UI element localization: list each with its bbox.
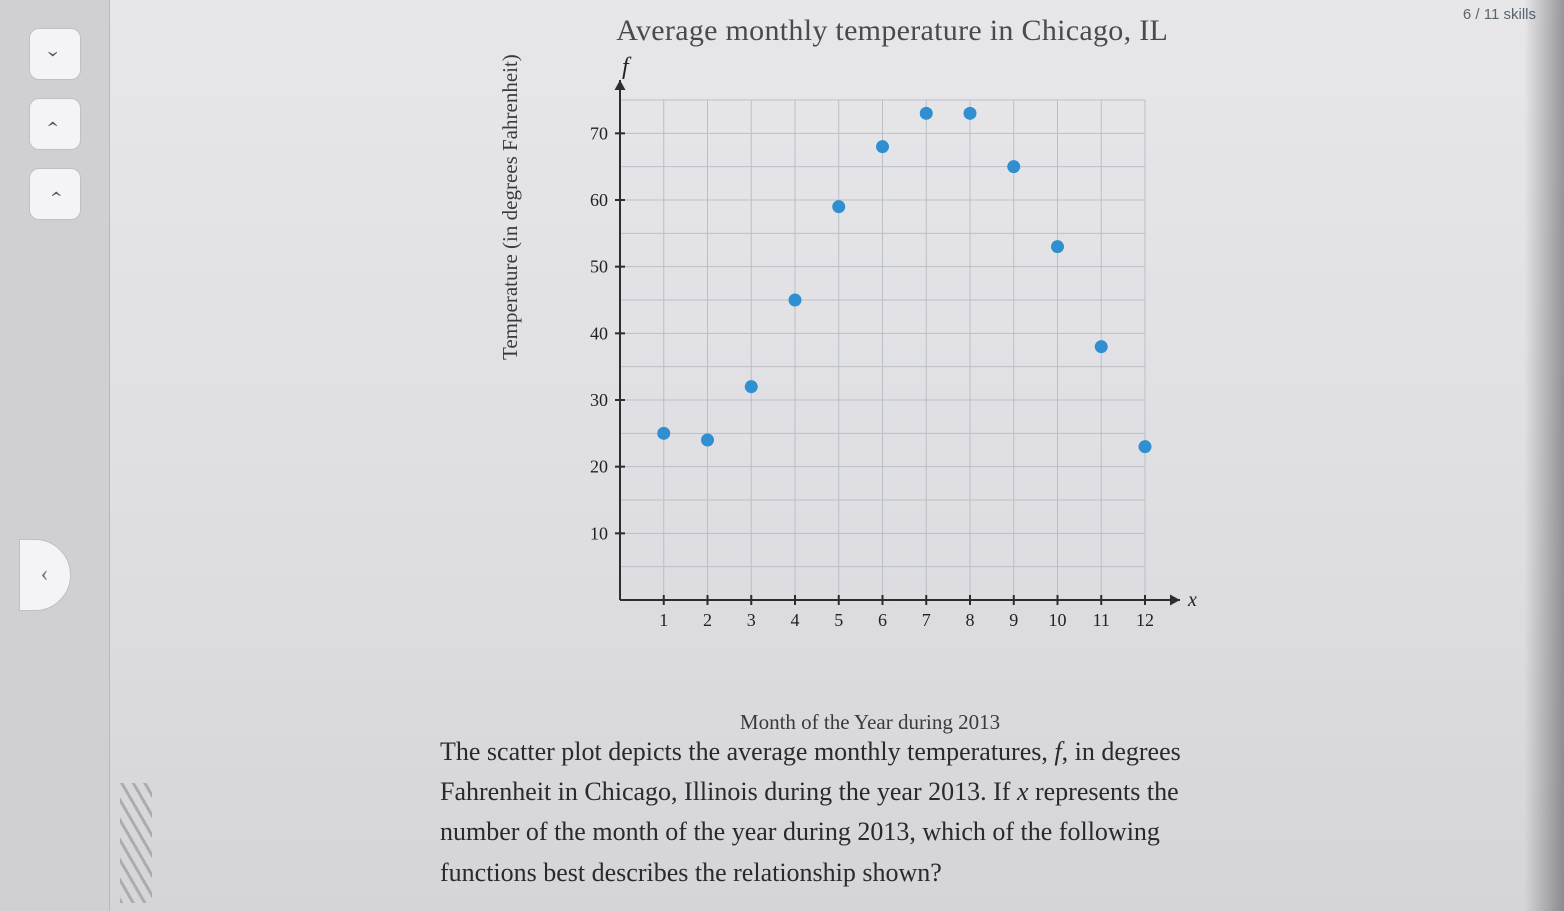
svg-text:40: 40 [590,323,608,343]
vignette [1524,0,1564,911]
chevron-left-icon: ‹ [41,561,49,588]
svg-text:x: x [1187,589,1197,611]
q-year1: 2013 [928,777,980,806]
q-fvar: f [1054,737,1061,766]
page-area: 6 / 11 skills Average monthly temperatur… [110,0,1564,911]
y-axis-title: Temperature (in degrees Fahrenheit) [498,54,523,360]
q-line2a: Fahrenheit in Chicago, Illinois during t… [440,777,928,806]
q-line3b: , which of the following [909,817,1160,846]
svg-text:30: 30 [590,390,608,410]
svg-text:60: 60 [590,190,608,210]
chevron-up-icon: › [41,50,67,57]
chart-title: Average monthly temperature in Chicago, … [616,14,1168,48]
svg-text:2: 2 [703,610,712,630]
question-text: The scatter plot depicts the average mon… [440,732,1384,893]
svg-text:8: 8 [966,610,975,630]
q-xvar: x [1017,777,1029,806]
scatter-chart: f Temperature (in degrees Fahrenheit) 12… [540,60,1200,680]
svg-text:3: 3 [747,610,756,630]
q-line2b: . If [980,777,1017,806]
left-rail: › ‹ › ‹ [0,0,110,911]
svg-text:70: 70 [590,123,608,143]
screen-root: › ‹ › ‹ 6 / 11 skills Average monthly te… [0,0,1564,911]
svg-text:6: 6 [878,610,887,630]
svg-text:4: 4 [791,610,800,630]
svg-text:50: 50 [590,257,608,277]
q-line4: functions best describes the relationshi… [440,858,942,887]
rail-button-prev[interactable]: › [29,28,81,80]
svg-text:10: 10 [590,523,608,543]
svg-text:9: 9 [1009,610,1018,630]
svg-text:5: 5 [834,610,843,630]
q-line1a: The scatter plot depicts the average mon… [440,737,1054,766]
decorative-hatch [120,783,152,903]
y-variable-label: f [622,54,629,81]
q-line3a: number of the month of the year during [440,817,857,846]
svg-text:1: 1 [659,610,668,630]
chart-svg: 12345678910111210203040506070x [540,60,1200,660]
q-line2c: represents the [1028,777,1178,806]
svg-text:11: 11 [1093,610,1110,630]
svg-text:12: 12 [1136,610,1154,630]
rail-expand-tab[interactable]: ‹ [19,539,71,611]
svg-text:7: 7 [922,610,931,630]
q-line1b: , in degrees [1062,737,1181,766]
svg-text:20: 20 [590,457,608,477]
rail-button-mid[interactable]: ‹ [29,98,81,150]
svg-text:10: 10 [1049,610,1067,630]
chevron-left-icon: ‹ [41,120,67,127]
rail-button-next[interactable]: › [29,168,81,220]
q-year2: 2013 [857,817,909,846]
chevron-down-icon: › [41,190,67,197]
